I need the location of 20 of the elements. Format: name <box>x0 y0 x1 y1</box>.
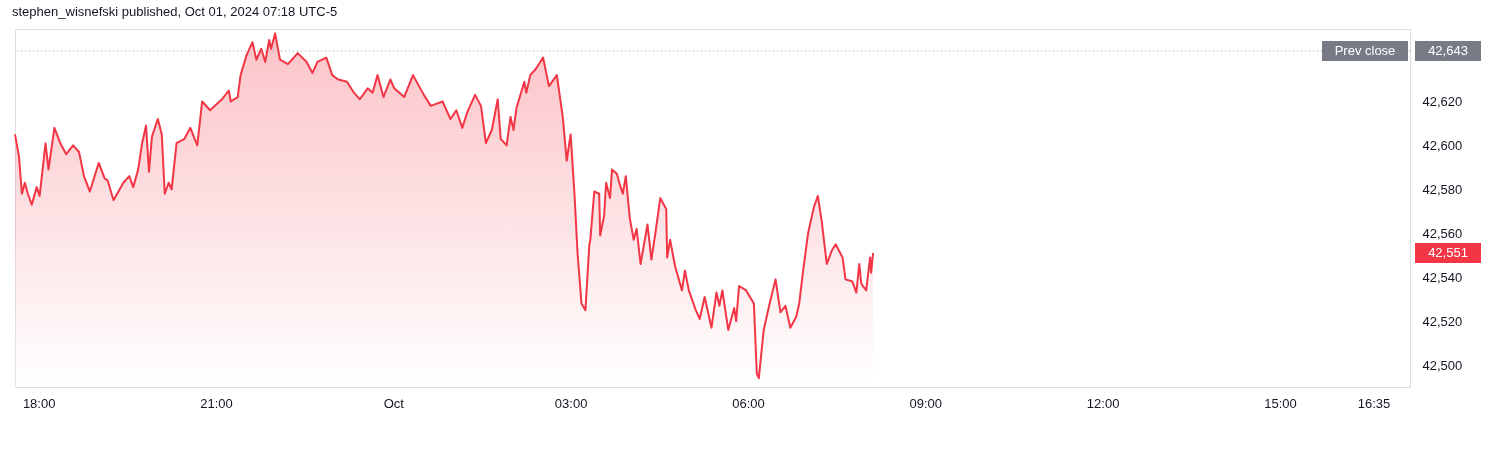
x-tick-label: 15:00 <box>1264 395 1297 411</box>
y-tick-label: 42,620 <box>1422 93 1463 109</box>
x-tick-label: 21:00 <box>200 395 233 411</box>
x-tick-label: 16:35 <box>1357 395 1391 411</box>
x-tick-label: Oct <box>383 395 405 411</box>
x-tick-label: 03:00 <box>554 395 588 411</box>
text: 42,551 <box>1428 245 1468 261</box>
y-tick-label: 42,560 <box>1422 225 1463 241</box>
x-tick-label: 09:00 <box>909 395 943 411</box>
ref-line-label: Prev close <box>1334 42 1396 58</box>
annotation: 42,643 <box>1428 42 1468 58</box>
y-tick-label: 42,500 <box>1422 357 1463 373</box>
x-tick-label: 18:00 <box>22 395 56 411</box>
y-tick-label: 42,540 <box>1422 269 1463 285</box>
x-tick-label: 06:00 <box>732 395 765 411</box>
y-tick-label: 42,520 <box>1422 313 1463 329</box>
y-tick-label: 42,600 <box>1422 137 1463 153</box>
chart-title: stephen_wisnefski published, Oct 01, 2024 07:18 UTC-5 <box>12 4 338 19</box>
x-tick-label: 12:00 <box>1086 395 1120 411</box>
y-tick-label: 42,580 <box>1422 181 1463 197</box>
